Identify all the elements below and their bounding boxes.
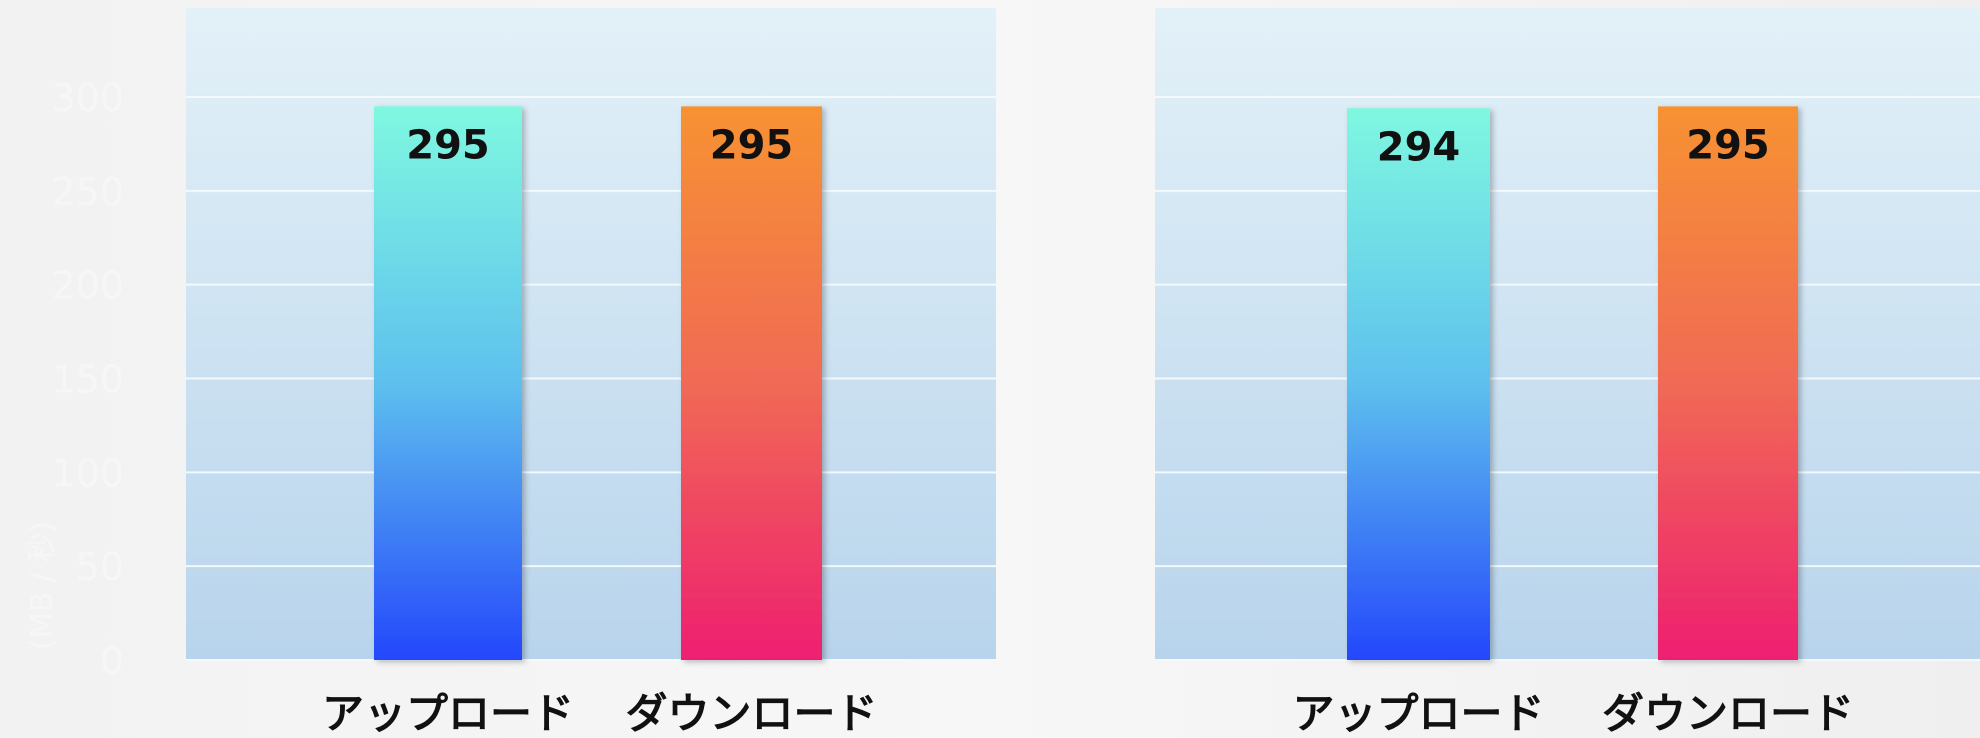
- panel-1-data-label-upload: 295: [406, 122, 490, 168]
- y-tick-label: 150: [51, 358, 124, 402]
- panel-1-plot-area: [186, 8, 996, 660]
- panel-1-category-label-download: ダウンロード: [625, 689, 877, 738]
- panel-2-plot-area: [1155, 8, 1980, 660]
- panel-2-category-label-upload: アップロード: [1292, 689, 1544, 738]
- panel-1-category-label-upload: アップロード: [322, 689, 574, 738]
- y-tick-label: 50: [76, 545, 124, 589]
- panel-2-data-label-upload: 294: [1377, 124, 1461, 170]
- panel-1-data-label-download: 295: [710, 122, 794, 168]
- y-tick-label: 200: [51, 264, 124, 308]
- panel-1-bar-upload: [374, 106, 522, 661]
- y-tick-label: 300: [51, 76, 124, 120]
- panel-2-category-label-download: ダウンロード: [1602, 689, 1854, 738]
- y-tick-label: 100: [51, 451, 124, 495]
- y-tick-label: 0: [100, 639, 124, 683]
- y-tick-label: 250: [51, 170, 124, 214]
- panel-2-bar-upload: [1347, 108, 1490, 660]
- y-axis-unit-label: (MB / 秒): [25, 521, 60, 650]
- panel-2-data-label-download: 295: [1686, 122, 1770, 168]
- panel-2-bar-download: [1658, 106, 1798, 661]
- panel-1-bar-download: [681, 106, 822, 661]
